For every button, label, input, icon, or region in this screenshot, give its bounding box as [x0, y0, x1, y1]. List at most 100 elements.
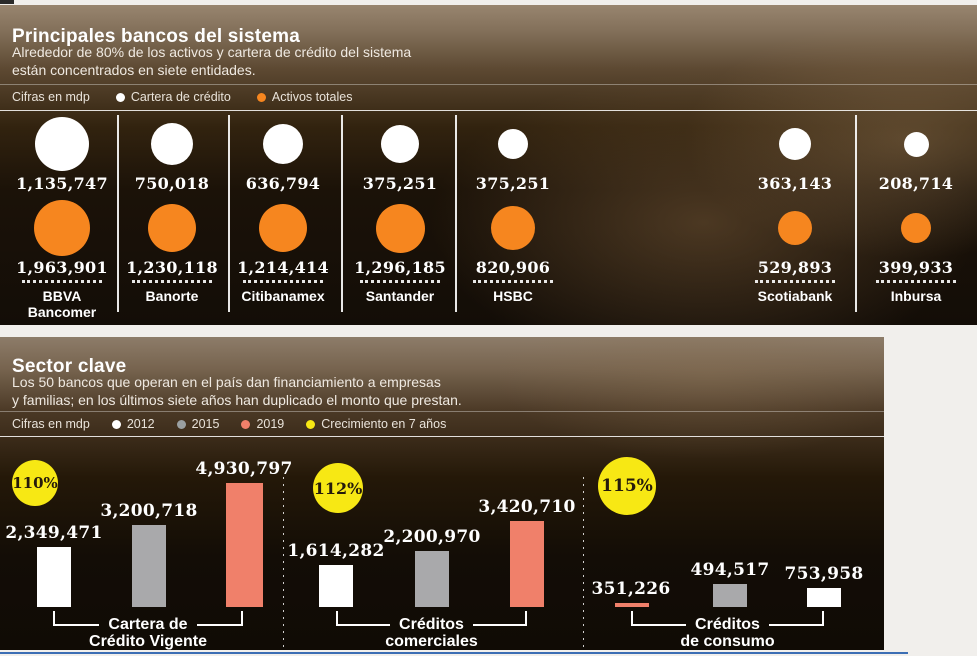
bank-column-bbva: 1,135,747 1,963,901 BBVA Bancomer [7, 115, 117, 320]
cartera-value: 363,143 [757, 174, 833, 193]
bar-2012-comerciales [319, 565, 353, 607]
category-label-line2: Crédito Vigente [89, 633, 207, 650]
activos-value: 529,893 [757, 258, 833, 277]
activos-bubble [901, 213, 931, 243]
category-label-line1: Créditos [695, 616, 760, 633]
cartera-bubble [498, 129, 528, 159]
dotted-divider [360, 280, 440, 283]
legend-label: 2015 [191, 417, 220, 431]
category-label-line2: comerciales [385, 633, 478, 650]
activos-bubble [34, 200, 90, 256]
activos-bubble [375, 203, 425, 253]
bracket-consumo: Créditos [631, 611, 824, 633]
dotted-divider [132, 280, 212, 283]
legend-item-2019: 2019 [241, 417, 284, 431]
bank-name: Inbursa [890, 288, 942, 304]
cartera-bubble [263, 124, 303, 164]
subtitle-line: Alrededor de 80% de los activos y carter… [12, 44, 412, 60]
legend-item-crecimiento: Crecimiento en 7 años [306, 417, 446, 431]
bar-value-2015: 3,200,718 [100, 501, 198, 521]
bar-value-2019: 3,420,710 [478, 497, 576, 517]
bar-value-2012: 1,614,282 [287, 541, 385, 561]
year-2012-dot-icon [111, 419, 121, 429]
bottom-legend: Cifras en mdp 2012 2015 2019 Crecimiento… [12, 417, 446, 431]
column-divider [117, 115, 119, 312]
legend-item-cartera: Cartera de crédito [115, 90, 231, 104]
subtitle-line: están concentrados en siete entidades. [12, 62, 256, 78]
bar-value-2019: 753,958 [784, 564, 864, 584]
bar-value-2015: 2,200,970 [383, 527, 481, 547]
bar-2019-consumo [807, 588, 841, 607]
bar-value-2012: 351,226 [591, 579, 671, 599]
activos-bubble [778, 211, 812, 245]
bar-value-2015: 494,517 [690, 560, 770, 580]
legend-label: Cartera de crédito [130, 90, 231, 104]
dotted-divider [22, 280, 102, 283]
legend-bottom-rule [0, 436, 884, 437]
subtitle-line: Los 50 bancos que operan en el país dan … [12, 374, 441, 390]
legend-item-2015: 2015 [176, 417, 220, 431]
bracket-arm [336, 611, 391, 626]
growth-dot-icon [306, 419, 316, 429]
activos-value: 1,963,901 [16, 258, 108, 277]
bar-2015-comerciales [415, 551, 449, 607]
activos-value: 399,933 [878, 258, 954, 277]
bank-name: Banorte [145, 288, 199, 304]
bracket-cartera-vigente: Cartera de [53, 611, 243, 633]
cartera-bubble [151, 123, 193, 165]
bank-column-hsbc: 375,251 820,906 HSBC [458, 115, 568, 304]
bracket-arm [53, 611, 100, 626]
bar-value-2012: 2,349,471 [5, 523, 103, 543]
top-panel-subtitle: Alrededor de 80% de los activos y carter… [12, 43, 411, 79]
bracket-arm [768, 611, 824, 626]
cartera-bubble [35, 117, 89, 171]
category-label-line1: Cartera de [108, 616, 188, 633]
activos-bubble [491, 206, 535, 250]
year-2015-dot-icon [176, 419, 186, 429]
activos-value: 1,230,118 [126, 258, 218, 277]
bar-2015-consumo [713, 584, 747, 607]
legend-label: 2012 [126, 417, 155, 431]
activos-value: 820,906 [475, 258, 551, 277]
bottom-panel-sector-clave: Sector clave Los 50 bancos que operan en… [0, 337, 884, 650]
bank-name: HSBC [493, 288, 533, 304]
bar-2012-consumo [615, 603, 649, 607]
bracket-arm [196, 611, 243, 626]
column-divider [455, 115, 457, 312]
bar-2015-cartera-vigente [132, 525, 166, 607]
bracket-comerciales: Créditos [336, 611, 527, 633]
cartera-value: 375,251 [362, 174, 438, 193]
cartera-bubble [381, 125, 419, 163]
bank-column-banorte: 750,018 1,230,118 Banorte [117, 115, 227, 304]
bank-name: Santander [365, 288, 435, 304]
category-label-line2: de consumo [680, 633, 775, 650]
year-2019-dot-icon [241, 419, 251, 429]
bank-name: Scotiabank [757, 288, 833, 304]
activos-bubble [148, 204, 196, 252]
bank-name: BBVA Bancomer [27, 288, 97, 320]
top-legend: Cifras en mdp Cartera de crédito Activos… [12, 90, 352, 104]
category-label-line1: Créditos [399, 616, 464, 633]
bar-2019-comerciales [510, 521, 544, 607]
legend-label: Crecimiento en 7 años [321, 417, 447, 431]
cartera-value: 636,794 [245, 174, 321, 193]
top-panel-title: Principales bancos del sistema [12, 25, 300, 47]
cartera-bubble [903, 131, 929, 157]
growth-badge-cartera-vigente: 110% [12, 460, 58, 506]
cartera-value: 208,714 [878, 174, 954, 193]
bank-column-citibanamex: 636,794 1,214,414 Citibanamex [228, 115, 338, 304]
dotted-divider [243, 280, 323, 283]
activos-value: 1,296,185 [354, 258, 446, 277]
legend-item-activos: Activos totales [256, 90, 353, 104]
bar-2012-cartera-vigente [37, 547, 71, 607]
activos-dot-icon [256, 92, 266, 102]
dotted-divider [755, 280, 835, 283]
bank-column-santander: 375,251 1,296,185 Santander [345, 115, 455, 304]
bank-name: Citibanamex [241, 288, 325, 304]
units-label: Cifras en mdp [12, 90, 90, 104]
legend-item-2012: 2012 [111, 417, 155, 431]
legend-label: Activos totales [271, 90, 353, 104]
group-divider [583, 477, 584, 650]
cartera-value: 375,251 [475, 174, 551, 193]
bottom-blue-rule [0, 652, 908, 654]
